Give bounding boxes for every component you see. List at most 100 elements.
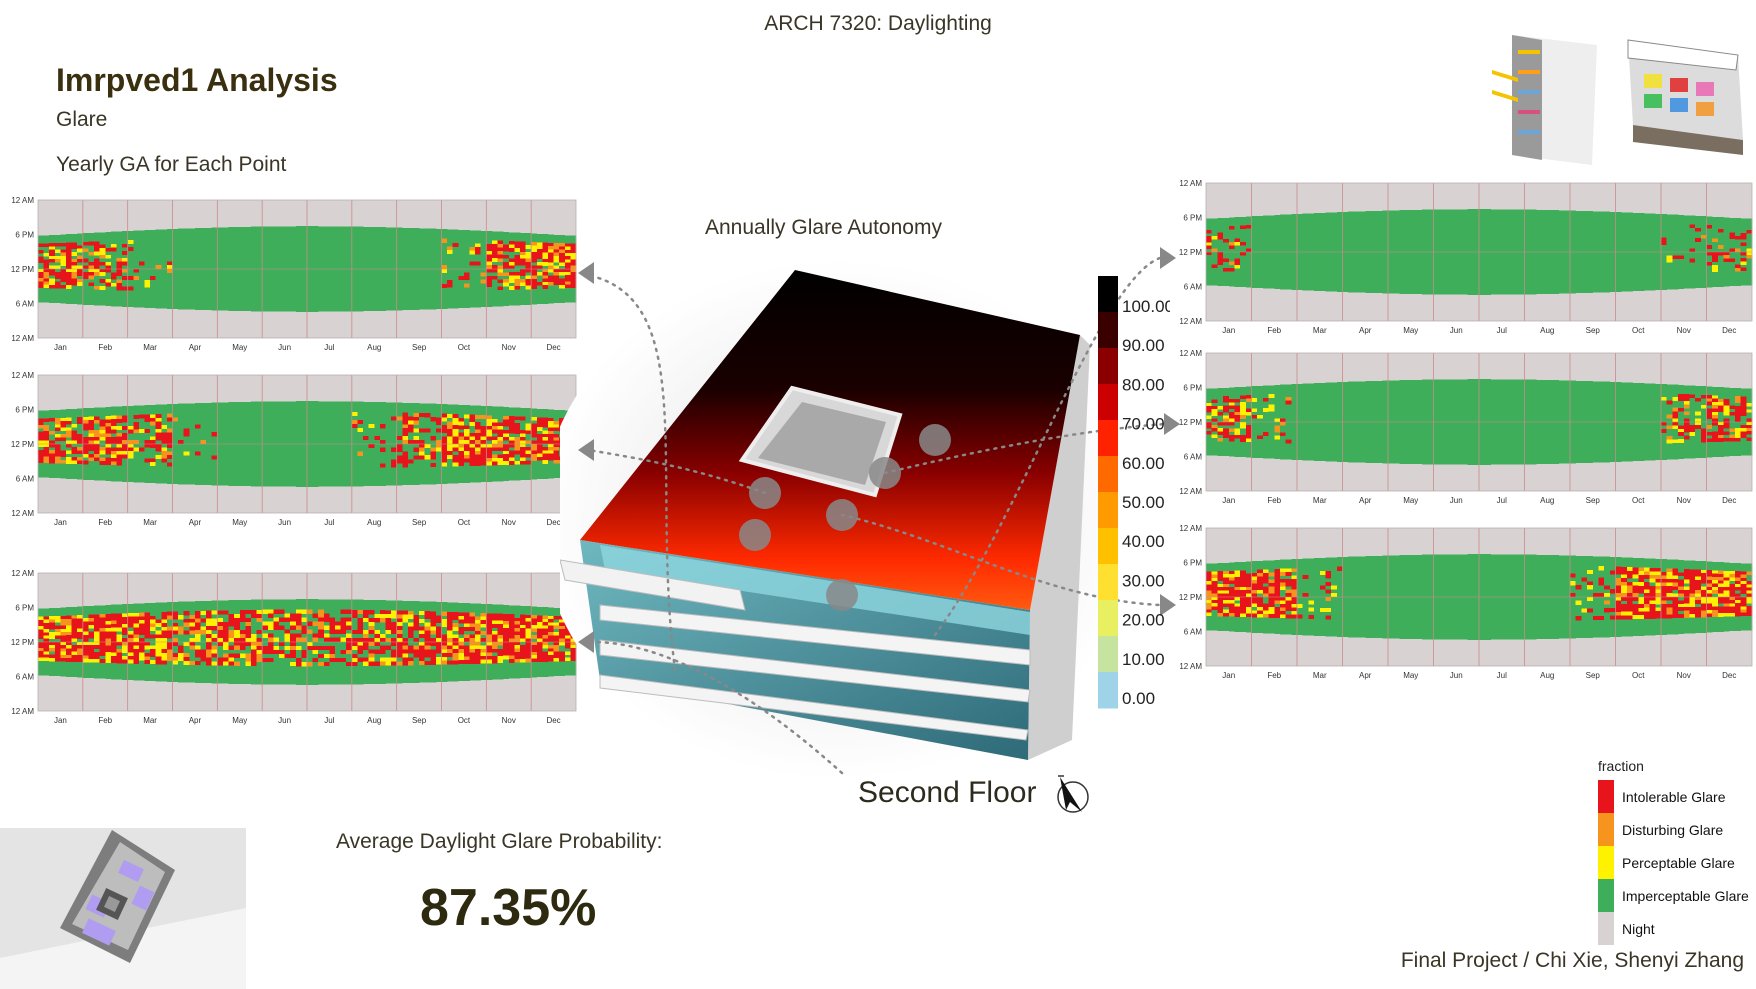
heatmap-glare-cell [194, 634, 201, 639]
heatmap-glare-cell [396, 645, 403, 650]
heatmap-glare-cell [1746, 593, 1753, 598]
heatmap-glare-cell [66, 460, 73, 464]
heatmap-glare-cell [559, 635, 566, 639]
heatmap-x-tick: Nov [1677, 671, 1691, 680]
heatmap-glare-cell [301, 661, 308, 667]
heatmap-glare-cell [458, 440, 465, 445]
heatmap-glare-cell [1723, 255, 1730, 259]
heatmap-glare-cell [357, 609, 364, 615]
heatmap-glare-cell [1621, 578, 1628, 583]
heatmap-glare-cell [54, 641, 61, 646]
heatmap-glare-cell [110, 450, 117, 455]
heatmap-glare-cell [1672, 439, 1679, 444]
heatmap-glare-cell [1678, 589, 1685, 594]
heatmap-glare-cell [183, 653, 190, 658]
heatmap-glare-cell [99, 447, 106, 452]
heatmap-glare-cell [1746, 590, 1753, 594]
heatmap-glare-cell [1217, 235, 1224, 240]
heatmap-glare-cell [222, 661, 229, 666]
heatmap-glare-cell [105, 268, 112, 273]
center-title: Annually Glare Autonomy [705, 216, 942, 239]
heatmap-glare-cell [447, 440, 454, 445]
heatmap-glare-cell [1223, 421, 1230, 426]
heatmap-glare-cell [419, 413, 426, 418]
heatmap-glare-cell [1746, 581, 1753, 585]
heatmap-glare-cell [94, 430, 101, 434]
heatmap-glare-cell [38, 450, 45, 454]
heatmap-glare-cell [542, 255, 549, 260]
heatmap-glare-cell [295, 633, 302, 639]
heatmap-glare-cell [1206, 229, 1213, 234]
heatmap-glare-cell [77, 420, 84, 425]
heatmap-glare-cell [77, 282, 84, 286]
heatmap-glare-cell [1717, 590, 1724, 594]
heatmap-glare-cell [564, 284, 571, 289]
heatmap-glare-cell [54, 417, 61, 422]
heatmap-glare-cell [475, 436, 482, 441]
heatmap-glare-cell [1274, 425, 1281, 430]
heatmap-glare-cell [1717, 613, 1724, 617]
heatmap-glare-cell [463, 454, 470, 459]
heatmap-glare-cell [1740, 580, 1747, 585]
heatmap-glare-cell [519, 658, 526, 663]
heatmap-glare-cell [1740, 606, 1747, 610]
heatmap-glare-cell [368, 641, 375, 647]
heatmap-glare-cell [99, 423, 106, 427]
heatmap-glare-cell [38, 284, 45, 288]
heatmap-glare-cell [402, 459, 409, 464]
heatmap-glare-cell [200, 610, 207, 615]
heatmap-glare-cell [1740, 424, 1747, 429]
heatmap-glare-cell [1234, 405, 1241, 409]
heatmap-glare-cell [547, 265, 554, 270]
heatmap-glare-cell [1206, 242, 1213, 246]
heatmap-glare-cell [228, 629, 235, 635]
heatmap-glare-cell [547, 246, 554, 250]
heatmap-glare-cell [1729, 596, 1736, 601]
heatmap-glare-cell [245, 621, 252, 627]
heatmap-glare-cell [525, 265, 532, 270]
heatmap-glare-cell [351, 641, 358, 647]
heatmap-glare-cell [1251, 579, 1258, 584]
heatmap-glare-cell [1729, 577, 1736, 581]
heatmap-glare-cell [301, 625, 308, 630]
heatmap-glare-cell [122, 286, 129, 291]
heatmap-glare-cell [553, 440, 560, 445]
heatmap-glare-cell [458, 660, 465, 665]
heatmap-glare-cell [542, 447, 549, 451]
heatmap-glare-cell [1245, 395, 1252, 399]
heatmap-glare-cell [553, 632, 560, 636]
heatmap-glare-cell [217, 626, 224, 631]
heatmap-glare-cell [1621, 574, 1628, 579]
heatmap-glare-cell [105, 620, 112, 625]
heatmap-glare-cell [273, 645, 280, 651]
heatmap-glare-cell [38, 622, 45, 627]
scale-color-swatch [1098, 348, 1118, 385]
heatmap-glare-cell [1683, 614, 1690, 618]
heatmap-glare-cell [441, 622, 448, 628]
heatmap-glare-cell [105, 617, 112, 622]
heatmap-glare-cell [278, 641, 285, 647]
heatmap-glare-cell [475, 447, 482, 452]
heatmap-glare-cell [519, 628, 526, 632]
heatmap-glare-cell [49, 635, 56, 639]
heatmap-glare-cell [452, 425, 459, 430]
heatmap-y-tick: 12 PM [1179, 248, 1202, 257]
heatmap-glare-cell [1695, 579, 1702, 584]
heatmap-glare-cell [295, 645, 302, 651]
heatmap-glare-cell [458, 627, 465, 632]
heatmap-glare-cell [1672, 397, 1679, 402]
heatmap-glare-cell [1206, 245, 1213, 249]
heatmap-glare-cell [1643, 582, 1651, 587]
heatmap-glare-cell [491, 638, 498, 643]
heatmap-glare-cell [396, 641, 403, 646]
heatmap-glare-cell [1228, 593, 1235, 598]
building-model-illustration [560, 260, 1120, 780]
heatmap-glare-cell [1211, 603, 1218, 607]
heatmap-glare-cell [1245, 428, 1252, 433]
heatmap-glare-cell [480, 616, 487, 621]
heatmap-glare-cell [525, 275, 532, 280]
heatmap-glare-cell [1245, 435, 1252, 439]
heatmap-glare-cell [407, 614, 414, 619]
heatmap-glare-cell [49, 456, 56, 461]
heatmap-glare-cell [94, 268, 101, 273]
